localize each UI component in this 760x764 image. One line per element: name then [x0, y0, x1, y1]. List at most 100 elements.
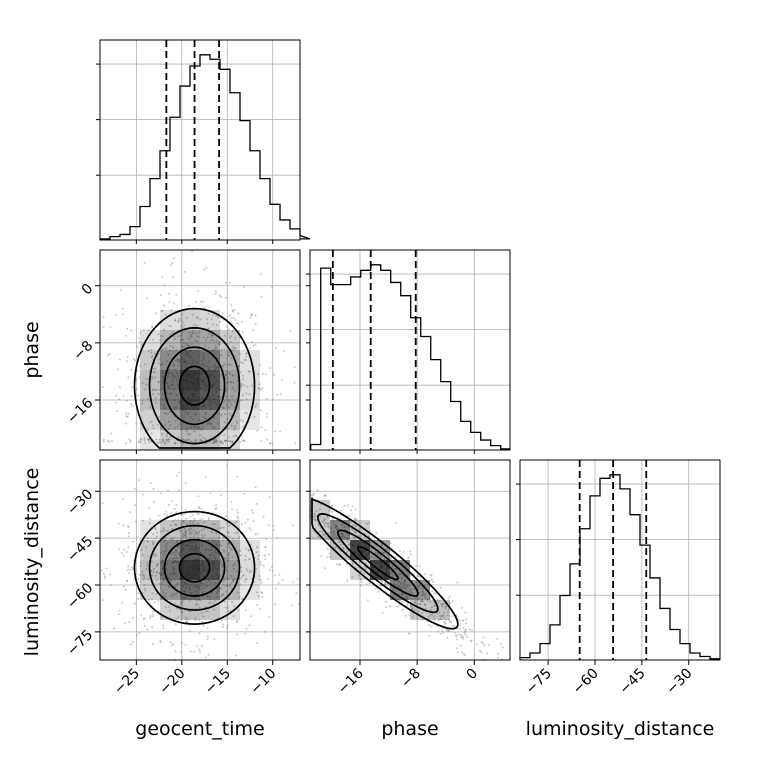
sample-point	[239, 550, 242, 552]
sample-point	[291, 604, 294, 607]
sample-point	[163, 539, 166, 542]
sample-point	[398, 576, 401, 579]
sample-point	[241, 320, 244, 323]
sample-point	[243, 440, 246, 443]
sample-point	[240, 554, 243, 557]
sample-point	[166, 529, 169, 532]
sample-point	[151, 324, 154, 327]
sample-point	[187, 439, 190, 441]
sample-point	[173, 335, 176, 338]
sample-point	[141, 402, 144, 405]
sample-point	[193, 519, 196, 522]
sample-point	[161, 438, 164, 441]
sample-point	[461, 619, 464, 622]
sample-point	[180, 513, 183, 516]
sample-point	[233, 531, 236, 534]
sample-point	[245, 398, 248, 401]
sample-point	[182, 345, 185, 348]
density-cell	[180, 580, 200, 600]
density-cell	[180, 430, 200, 450]
sample-point	[210, 423, 212, 426]
sample-point	[157, 381, 159, 383]
sample-point	[453, 624, 456, 627]
sample-point	[170, 500, 173, 502]
sample-point	[221, 312, 224, 315]
sample-point	[205, 266, 208, 269]
sample-point	[232, 578, 235, 581]
sample-point	[226, 377, 229, 380]
sample-point	[409, 592, 411, 595]
sample-point	[193, 518, 196, 521]
sample-point	[393, 560, 396, 563]
sample-point	[227, 531, 229, 534]
sample-point	[130, 329, 133, 332]
sample-point	[444, 622, 447, 625]
sample-point	[410, 588, 413, 591]
sample-point	[242, 394, 244, 397]
sample-point	[373, 539, 376, 542]
sample-point	[252, 520, 255, 523]
sample-point	[151, 615, 154, 618]
sample-point	[178, 360, 181, 363]
sample-point	[220, 587, 223, 590]
sample-point	[125, 334, 127, 337]
sample-point	[173, 442, 176, 445]
sample-point	[155, 571, 158, 574]
sample-point	[404, 580, 406, 583]
sample-point	[480, 640, 483, 643]
sample-point	[420, 586, 423, 589]
sample-point	[419, 603, 422, 606]
sample-point	[134, 520, 137, 523]
sample-point	[227, 542, 230, 544]
sample-point	[151, 626, 154, 629]
sample-point	[318, 524, 320, 527]
sample-point	[207, 518, 210, 521]
sample-point	[105, 567, 108, 570]
sample-point	[217, 412, 220, 415]
sample-point	[224, 390, 227, 393]
sample-point	[222, 623, 225, 626]
sample-point	[245, 627, 248, 630]
sample-point	[160, 362, 163, 365]
sample-point	[482, 642, 485, 645]
sample-point	[204, 439, 207, 442]
sample-point	[438, 599, 441, 602]
sample-point	[236, 420, 239, 423]
sample-point	[268, 367, 271, 370]
sample-point	[222, 583, 225, 586]
sample-point	[230, 500, 233, 503]
sample-point	[132, 540, 134, 543]
sample-point	[449, 595, 451, 598]
sample-point	[132, 616, 135, 619]
sample-point	[242, 439, 245, 442]
sample-point	[429, 574, 432, 577]
density-cell	[240, 560, 260, 580]
sample-point	[415, 581, 418, 584]
density-cell	[410, 600, 430, 620]
sample-point	[180, 313, 183, 316]
sample-point	[387, 554, 390, 557]
sample-point	[231, 441, 234, 444]
sample-point	[157, 358, 160, 361]
sample-point	[260, 582, 263, 584]
sample-point	[132, 640, 135, 643]
sample-point	[172, 595, 175, 597]
sample-point	[189, 519, 192, 522]
sample-point	[149, 406, 152, 409]
sample-point	[172, 642, 175, 645]
density-cell	[200, 580, 220, 600]
sample-point	[231, 374, 234, 377]
sample-point	[319, 527, 322, 529]
sample-point	[395, 596, 398, 599]
sample-point	[398, 586, 401, 589]
sample-point	[191, 336, 193, 339]
sample-point	[330, 504, 333, 507]
sample-point	[441, 614, 444, 617]
sample-point	[198, 506, 201, 509]
sample-point	[128, 438, 131, 441]
sample-point	[144, 587, 147, 590]
sample-point	[240, 371, 242, 374]
sample-point	[138, 632, 141, 634]
sample-point	[321, 530, 323, 533]
sample-point	[464, 629, 467, 632]
